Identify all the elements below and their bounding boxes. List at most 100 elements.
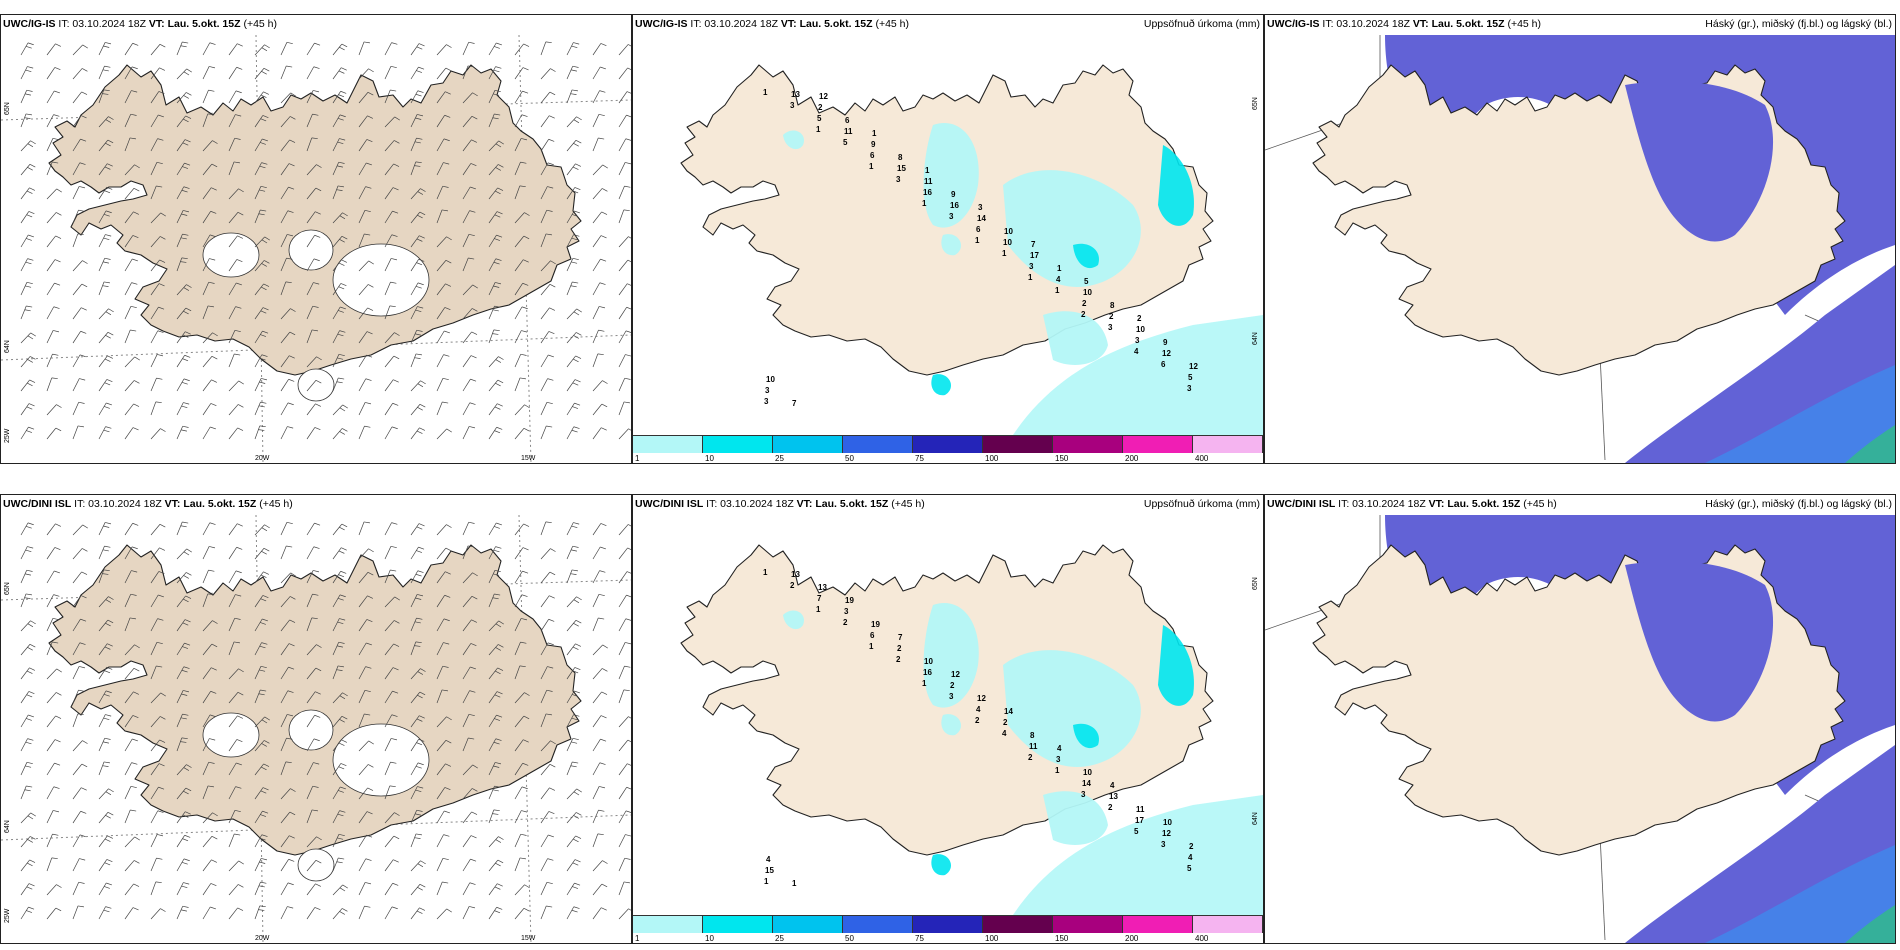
wind-barb [124, 235, 139, 248]
wind-barb [228, 380, 244, 392]
wind-barb [384, 643, 400, 656]
wind-barb [332, 283, 347, 296]
wind-barb [410, 114, 424, 128]
wind-barb [618, 44, 631, 56]
wind-barb [332, 692, 348, 704]
wind-barb [176, 690, 190, 704]
wind-barb [566, 42, 580, 56]
wind-barb [618, 138, 631, 152]
latitude-label: 25W [4, 428, 11, 443]
wind-barb [176, 764, 192, 776]
wind-barb [254, 763, 270, 776]
wind-barb [72, 209, 85, 224]
wind-barb [46, 523, 62, 536]
precip-value-label: 3 [1029, 262, 1034, 271]
panel-field-title: Uppsöfnuð úrkoma (mm) [1143, 498, 1260, 510]
wind-barb [150, 330, 164, 344]
precip-value-label: 3 [1187, 384, 1192, 393]
wind-barb [566, 308, 582, 320]
wind-barb [436, 162, 450, 176]
wind-barb [592, 211, 608, 224]
wind-barb [618, 689, 630, 704]
wind-barb [384, 906, 398, 920]
wind-barb [98, 835, 114, 848]
wind-barb [332, 235, 348, 248]
colorbar-swatch [913, 915, 983, 933]
colorbar-swatch [773, 435, 843, 453]
wind-barb [514, 282, 529, 296]
wind-barb [150, 283, 165, 296]
wind-barb [384, 163, 400, 176]
colorbar-label: 50 [845, 934, 854, 943]
precip-value-label: 17 [1030, 251, 1039, 260]
wind-barb [384, 234, 398, 248]
wind-barb [384, 882, 399, 896]
panel-field-title: Háský (gr.), miðský (fj.bl.) og lágský (… [1705, 18, 1892, 30]
wind-barb [592, 258, 607, 272]
wind-barb [228, 282, 242, 296]
wind-barb [566, 257, 579, 272]
wind-barb [20, 89, 33, 104]
wind-barb [202, 812, 218, 824]
wind-barb [410, 161, 422, 176]
wind-barb [150, 306, 165, 320]
wind-barb [72, 283, 88, 296]
precip-map-panel-bottom: 1 1 1 1 2 2 3 5 5 2 2 2 3 4 1 2 3 1 7 6 16 4 11 14 17 4 13 3 2 2 2 3 13 1… [632, 494, 1264, 944]
wind-barb [228, 329, 241, 344]
wind-barb [618, 306, 631, 320]
wind-barb [306, 785, 319, 800]
precip-value-label: 3 [978, 203, 983, 212]
wind-barb [566, 116, 582, 128]
wind-barb [618, 834, 631, 848]
wind-barb [618, 259, 631, 272]
glacier-patch [288, 229, 334, 271]
wind-barb [540, 834, 554, 848]
wind-barb [540, 307, 556, 320]
latitude-label: 25W [4, 908, 11, 923]
wind-barb [592, 306, 606, 320]
wind-barb [228, 43, 243, 56]
wind-barb [488, 738, 502, 752]
wind-barb [618, 810, 631, 824]
colorbar-label: 1 [635, 454, 640, 463]
wind-barb [150, 185, 163, 200]
teal-cloud-band [1845, 425, 1895, 463]
wind-barb [228, 211, 244, 224]
wind-barb [280, 281, 292, 296]
wind-barb [150, 547, 166, 560]
wind-barb [618, 209, 630, 224]
precip-area [941, 234, 962, 256]
wind-barb [280, 139, 296, 152]
wind-barb [514, 259, 529, 272]
wind-barb [176, 737, 188, 752]
wind-barb [488, 906, 503, 920]
wind-barb [436, 547, 452, 560]
wind-barb [488, 569, 501, 584]
wind-barb [540, 425, 553, 440]
wind-barb [332, 570, 347, 584]
wind-barb [540, 858, 554, 872]
wind-barb [462, 521, 475, 536]
wind-barb [488, 282, 502, 296]
colorbar-label: 75 [915, 454, 924, 463]
wind-barb [202, 332, 218, 344]
wind-barb [410, 282, 424, 296]
precip-value-label: 5 [1188, 373, 1193, 382]
wind-barb [124, 570, 138, 584]
wind-barb [384, 379, 399, 392]
wind-barb [540, 811, 555, 824]
wind-barb [618, 114, 631, 128]
precip-area [1003, 170, 1141, 287]
latitude-label: 64N [1252, 812, 1259, 825]
wind-barb [176, 186, 190, 200]
precip-value-label: 5 [843, 138, 848, 147]
wind-barb [384, 42, 398, 56]
wind-barb [280, 65, 293, 80]
colorbar-swatch [633, 915, 703, 933]
wind-barb [98, 882, 112, 896]
wind-barb [332, 43, 348, 56]
panel-title: UWC/IG-IS IT: 03.10.2024 18Z VT: Lau. 5.… [1267, 18, 1542, 30]
wind-barb [280, 331, 296, 344]
wind-barb [488, 593, 501, 608]
wind-barb [254, 905, 266, 920]
